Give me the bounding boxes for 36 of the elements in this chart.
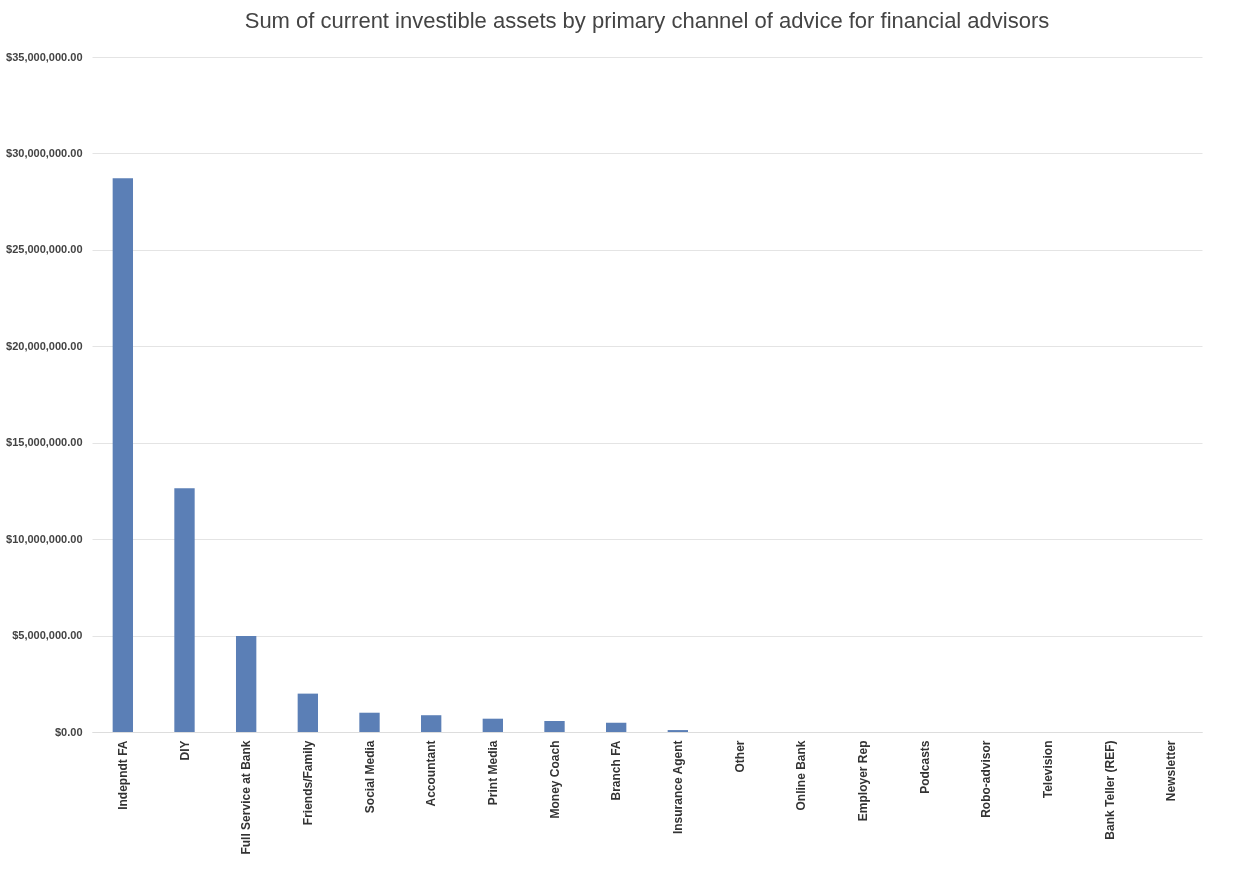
x-tick-label: DIY [177,740,192,761]
x-tick-label: Indepndt FA [115,740,130,810]
x-tick-label: Insurance Agent [670,740,685,835]
y-tick-label: $0.00 [54,725,83,738]
y-tick-label: $25,000,000.00 [6,243,83,256]
x-tick-label: Print Media [485,740,500,806]
x-tick-label: Money Coach [547,740,562,819]
y-tick-label: $15,000,000.00 [6,436,83,449]
x-tick-label: Newsletter [1164,740,1179,802]
y-tick-label: $30,000,000.00 [6,146,83,159]
x-tick-label: Podcasts [917,740,932,794]
x-tick-label: Accountant [424,740,439,807]
bar [420,715,442,732]
y-tick-label: $35,000,000.00 [6,50,83,63]
y-tick-label: $10,000,000.00 [6,532,83,545]
bar [605,722,627,732]
x-tick-label: Friends/Family [300,740,315,826]
bar [297,693,319,732]
y-tick-label: $5,000,000.00 [12,629,83,642]
y-tick-label: $20,000,000.00 [6,339,83,352]
x-tick-label: Online Bank [794,740,809,811]
x-tick-label: Television [1040,740,1055,799]
bar [544,721,565,732]
bar [235,635,257,732]
bar [174,488,195,732]
x-tick-label: Other [732,740,747,773]
x-tick-label: Robo-advisor [979,740,994,818]
x-tick-label: Bank Teller (REF) [1102,740,1117,840]
bar [482,718,504,732]
bar [359,712,380,732]
x-tick-label: Full Service at Bank [239,740,254,855]
chart-title: Sum of current investible assets by primary channel of advice for financial advisors [244,8,1050,33]
x-tick-label: Social Media [362,740,377,814]
bar [112,178,134,732]
x-tick-label: Employer Rep [855,740,870,822]
x-tick-label: Branch FA [609,740,624,801]
